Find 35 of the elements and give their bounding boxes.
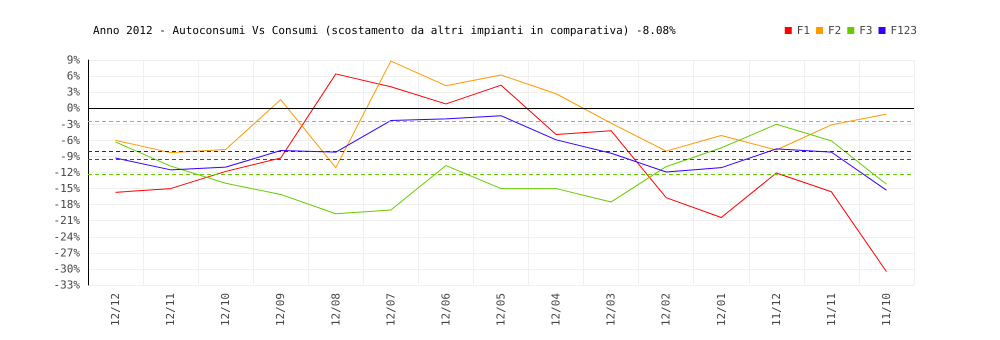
y-tick-label: -18% (54, 198, 80, 212)
x-tick-label: 12/01 (714, 293, 728, 326)
legend-label: F1 (796, 24, 810, 37)
chart-title: Anno 2012 - Autoconsumi Vs Consumi (scostamento da altri impianti in comparativa) -8.08% (93, 24, 676, 37)
y-tick-label: -3% (60, 118, 80, 131)
y-tick-label: 3% (66, 86, 80, 99)
x-tick-label: 12/05 (494, 293, 508, 326)
x-tick-label: 12/11 (164, 293, 178, 326)
y-tick-label: 6% (66, 70, 80, 83)
legend-label: F2 (828, 24, 842, 37)
y-tick-label: 0% (66, 102, 80, 115)
x-tick-label: 12/03 (604, 293, 618, 326)
x-tick-label: 12/12 (109, 293, 122, 326)
x-tick-label: 12/08 (329, 293, 342, 326)
x-tick-label: 12/07 (384, 293, 398, 326)
y-tick-label: -27% (54, 246, 80, 260)
y-tick-label: -6% (60, 134, 80, 147)
y-tick-label: -21% (54, 214, 80, 228)
x-tick-label: 11/12 (770, 293, 783, 326)
x-tick-label: 11/10 (880, 293, 893, 326)
x-tick-label: 12/09 (274, 293, 288, 326)
y-tick-label: -15% (54, 182, 80, 196)
y-tick-label: -30% (54, 262, 80, 276)
y-tick-label: -12% (54, 166, 80, 179)
y-tick-label: -33% (54, 278, 80, 292)
y-tick-label: 9% (66, 54, 80, 66)
x-tick-label: 12/02 (660, 293, 673, 326)
x-tick-label: 12/06 (439, 293, 452, 326)
x-tick-label: 11/11 (824, 293, 838, 326)
x-tick-label: 12/10 (219, 293, 232, 326)
legend-label: F3 (859, 24, 873, 37)
x-tick-label: 12/04 (550, 292, 563, 326)
y-tick-label: -24% (54, 230, 80, 244)
legend-label: F123 (890, 24, 918, 37)
y-tick-label: -9% (60, 150, 80, 163)
